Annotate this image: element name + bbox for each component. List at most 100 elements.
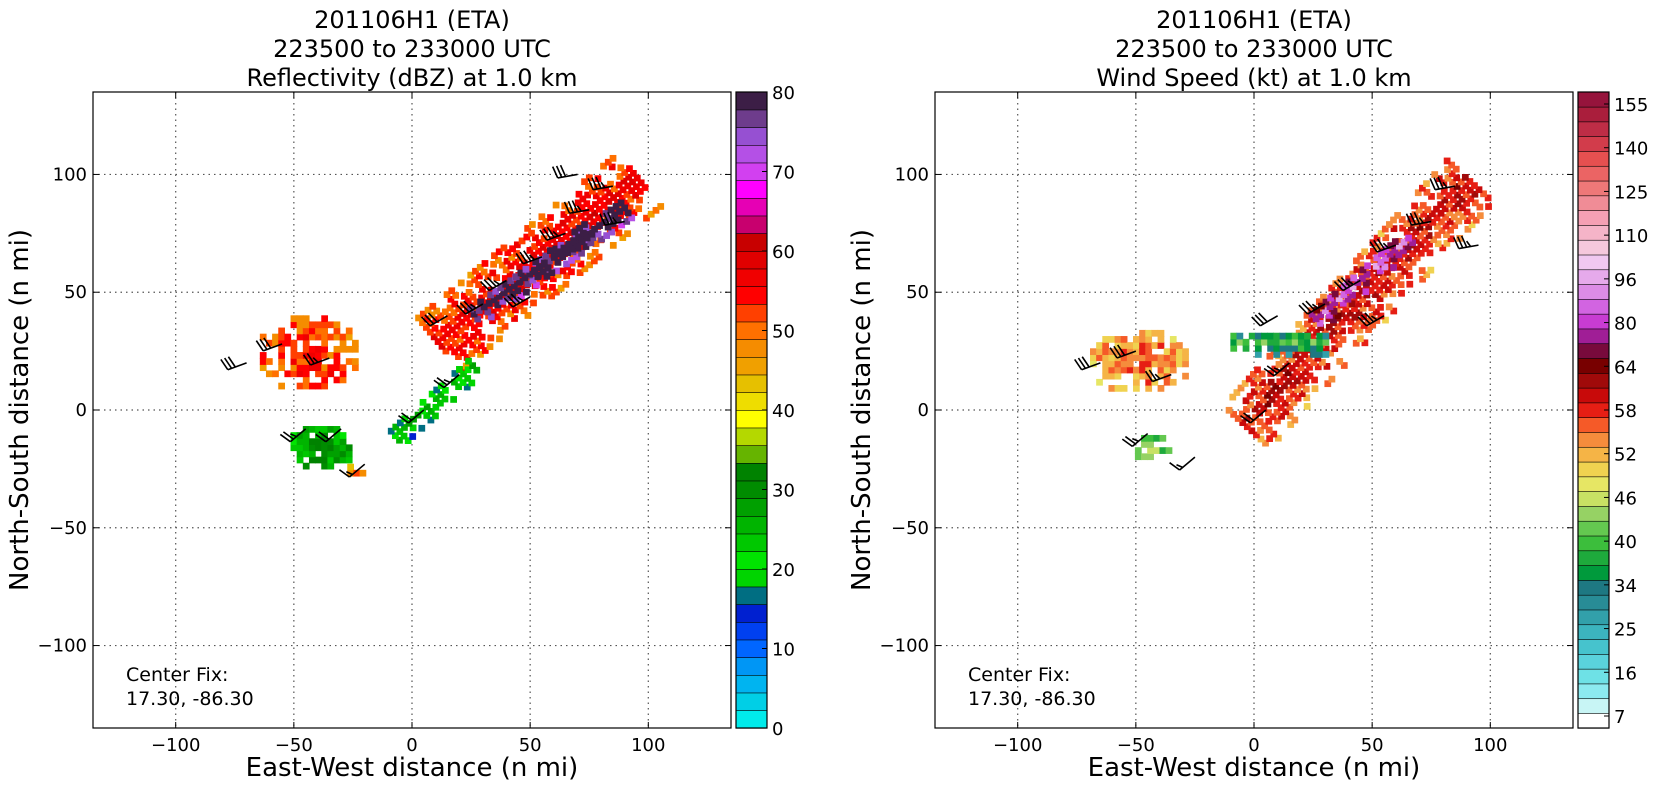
wind-barb bbox=[480, 276, 507, 292]
colorbar-swatch bbox=[735, 127, 768, 146]
echo-cell bbox=[537, 256, 545, 263]
echo-cell bbox=[296, 432, 304, 439]
wind-barb-flag bbox=[1121, 438, 1133, 448]
colorbar-swatch bbox=[1577, 565, 1610, 581]
echo-cell bbox=[265, 339, 273, 347]
echo-cell bbox=[1342, 305, 1350, 313]
wind-barb-flag bbox=[1413, 212, 1421, 224]
echo-cell bbox=[333, 438, 341, 445]
echo-cell bbox=[1390, 225, 1398, 232]
echo-cell bbox=[501, 322, 509, 330]
echo-cell bbox=[635, 205, 643, 213]
echo-cell bbox=[1307, 307, 1315, 315]
wind-barb-flag bbox=[1240, 414, 1251, 424]
echo-cell bbox=[1157, 329, 1165, 337]
chart-title-line: 201106H1 (ETA) bbox=[1156, 6, 1352, 34]
echo-cell bbox=[1257, 435, 1265, 443]
echo-cell bbox=[1322, 298, 1330, 306]
echo-cell bbox=[1358, 278, 1366, 286]
echo-cell bbox=[1425, 232, 1433, 239]
echo-cell bbox=[419, 398, 427, 406]
echo-cell bbox=[563, 260, 570, 268]
echo-cell bbox=[605, 198, 613, 205]
echo-cell bbox=[647, 210, 655, 218]
wind-barb-flag bbox=[1442, 181, 1448, 189]
echo-cell bbox=[1292, 351, 1300, 359]
echo-cell bbox=[1403, 228, 1411, 236]
echo-cell bbox=[1151, 378, 1159, 386]
echo-cell bbox=[1347, 327, 1355, 334]
echo-cell bbox=[1358, 287, 1366, 295]
echo-cell bbox=[1291, 338, 1299, 346]
colorbar-tick-label: 50 bbox=[772, 322, 795, 343]
echo-cell bbox=[1314, 363, 1322, 371]
echo-cell bbox=[486, 343, 494, 350]
colorbar-swatch bbox=[1577, 269, 1610, 285]
echo-cell bbox=[1336, 358, 1344, 365]
echo-cell bbox=[409, 433, 417, 440]
echo-cell bbox=[512, 258, 520, 266]
echo-cell bbox=[423, 412, 431, 419]
echo-cell bbox=[1286, 395, 1293, 402]
echo-cell bbox=[517, 254, 524, 262]
echo-cell bbox=[1365, 252, 1373, 260]
echo-cell bbox=[418, 424, 426, 432]
echo-cell bbox=[1335, 295, 1343, 302]
wind-barb bbox=[302, 352, 330, 366]
echo-cell bbox=[1304, 329, 1312, 337]
wind-barb bbox=[456, 300, 484, 315]
wind-barb-flag bbox=[576, 205, 582, 212]
echo-cell bbox=[1157, 372, 1165, 380]
echo-cell bbox=[333, 432, 341, 439]
echo-cell bbox=[461, 332, 469, 339]
echo-cell bbox=[1391, 251, 1399, 258]
echo-cell bbox=[657, 203, 665, 210]
echo-cell bbox=[1133, 348, 1140, 356]
wind-barb-flag bbox=[282, 431, 294, 440]
echo-cell bbox=[1468, 221, 1476, 229]
echo-cell bbox=[1102, 372, 1110, 380]
echo-cell bbox=[308, 321, 316, 329]
echo-cell bbox=[1247, 401, 1254, 409]
wind-barb-flag bbox=[1333, 280, 1344, 292]
echo-cell bbox=[1417, 232, 1424, 240]
x-tick-label: 50 bbox=[519, 735, 542, 756]
echo-cell bbox=[517, 269, 525, 277]
echo-cell bbox=[1457, 178, 1465, 186]
echo-cell bbox=[1372, 262, 1380, 270]
echo-cell bbox=[509, 245, 516, 253]
wind-barb bbox=[1357, 312, 1385, 327]
echo-cell bbox=[302, 315, 310, 323]
echo-cell bbox=[481, 260, 489, 267]
echo-cell bbox=[578, 204, 586, 211]
echo-cell bbox=[1368, 304, 1376, 312]
echo-cell bbox=[516, 263, 523, 271]
echo-cell bbox=[1369, 239, 1377, 247]
echo-cell bbox=[1256, 418, 1264, 426]
echo-cell bbox=[401, 424, 408, 431]
echo-cell bbox=[1338, 318, 1346, 326]
echo-cell bbox=[484, 308, 492, 316]
echo-cell bbox=[1448, 170, 1456, 178]
echo-cell bbox=[290, 438, 298, 445]
echo-cell bbox=[259, 333, 267, 341]
echo-cell bbox=[554, 271, 562, 279]
echo-cell bbox=[479, 285, 486, 293]
colorbar-tick-label: 70 bbox=[772, 163, 795, 184]
echo-cell bbox=[560, 244, 568, 252]
wind-barb-flag bbox=[1429, 178, 1436, 191]
wind-barb-flag bbox=[603, 212, 610, 225]
echo-cell bbox=[553, 288, 560, 296]
echo-cell bbox=[1464, 225, 1472, 233]
wind-barb-flag bbox=[346, 471, 353, 476]
x-tick-label: −100 bbox=[151, 735, 200, 756]
echo-cell bbox=[546, 247, 554, 254]
echo-cell bbox=[492, 287, 500, 295]
echo-cell bbox=[1126, 360, 1134, 368]
echo-cell bbox=[1254, 375, 1262, 382]
echo-cell bbox=[353, 469, 361, 477]
echo-cell bbox=[448, 287, 456, 295]
y-axis-label: North-South distance (n mi) bbox=[847, 229, 877, 591]
echo-cell bbox=[553, 240, 561, 248]
echo-cell bbox=[592, 201, 599, 208]
